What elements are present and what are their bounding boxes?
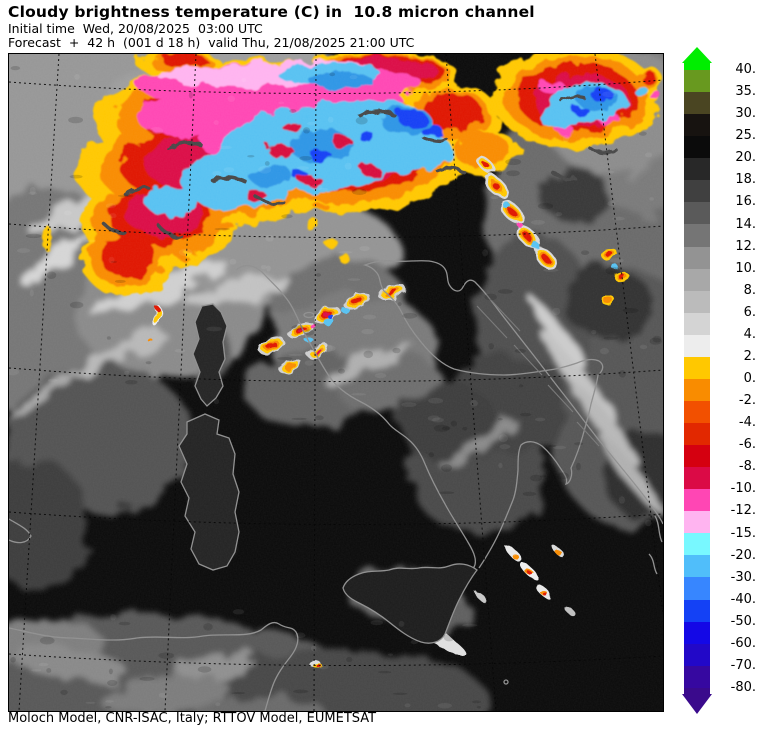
colorbar-tick-label: 20. xyxy=(735,150,756,166)
colorbar-cap-above-max xyxy=(684,63,710,70)
colorbar-tick-label: -4. xyxy=(738,415,756,431)
satellite-map xyxy=(9,54,663,711)
colorbar: 40. 35. 30. 25. 20. 18. 16. 14. 12. 10. 8. 6. 4. 2. 0.… xyxy=(682,47,756,719)
colorbar-tick-label: 14. xyxy=(735,216,756,232)
colorbar-segment xyxy=(684,577,710,600)
credits-footer: Moloch Model, CNR-ISAC, Italy; RTTOV Mod… xyxy=(8,711,377,726)
colorbar-segment xyxy=(684,467,710,490)
colorbar-segment xyxy=(684,445,710,468)
colorbar-tick-label: 30. xyxy=(735,106,756,122)
colorbar-tick-label: 40. xyxy=(735,62,756,77)
colorbar-segment xyxy=(684,70,710,93)
colorbar-segment xyxy=(684,599,710,622)
colorbar-segment xyxy=(684,114,710,137)
film-grain xyxy=(9,54,663,711)
colorbar-tick-label: -6. xyxy=(738,437,756,453)
colorbar-segment xyxy=(684,400,710,423)
colorbar-tick-label: -10. xyxy=(730,481,756,497)
colorbar-tick-label: -40. xyxy=(730,591,756,607)
colorbar-segment xyxy=(684,356,710,379)
colorbar-segment xyxy=(684,202,710,225)
colorbar-tick-label: 8. xyxy=(743,282,756,298)
colorbar-tick-label: 25. xyxy=(735,128,756,144)
colorbar-segment xyxy=(684,224,710,247)
map-canvas xyxy=(8,53,664,712)
colorbar-tick-label: 12. xyxy=(735,238,756,254)
colorbar-segment xyxy=(684,555,710,578)
colorbar-segments xyxy=(684,70,710,688)
colorbar-segment xyxy=(684,665,710,688)
forecast-valid-line: Forecast + 42 h (001 d 18 h) valid Thu, … xyxy=(8,34,415,50)
colorbar-segment xyxy=(684,268,710,291)
colorbar-tick-label: -60. xyxy=(730,635,756,651)
colorbar-tick-label: -80. xyxy=(730,680,756,695)
colorbar-tick-label: -70. xyxy=(730,657,756,673)
colorbar-segment xyxy=(684,511,710,534)
colorbar-segment xyxy=(684,334,710,357)
colorbar-cap-below-min xyxy=(684,688,710,694)
colorbar-arrow-down-icon xyxy=(682,694,712,714)
colorbar-segment xyxy=(684,290,710,313)
colorbar-tick-label: 10. xyxy=(735,260,756,276)
colorbar-segment xyxy=(684,180,710,203)
colorbar-segment xyxy=(684,158,710,181)
header-block: Cloudy brightness temperature (C) in 10.… xyxy=(8,3,535,49)
colorbar-segment xyxy=(684,312,710,335)
colorbar-segment xyxy=(684,533,710,556)
colorbar-segment xyxy=(684,621,710,644)
colorbar-tick-label: -20. xyxy=(730,547,756,563)
colorbar-segment xyxy=(684,246,710,269)
colorbar-tick-label: -15. xyxy=(730,525,756,541)
colorbar-tick-label: 6. xyxy=(743,304,756,320)
colorbar-tick-label: -30. xyxy=(730,569,756,585)
colorbar-tick-label: 2. xyxy=(743,348,756,364)
colorbar-tick-label: 16. xyxy=(735,194,756,210)
initial-time-line: Initial time Wed, 20/08/2025 03:00 UTC xyxy=(8,21,263,36)
colorbar-tick-label: 4. xyxy=(743,326,756,342)
page-title: Cloudy brightness temperature (C) in 10.… xyxy=(8,3,535,21)
colorbar-segment xyxy=(684,378,710,401)
colorbar-tick-label: -12. xyxy=(730,503,756,519)
colorbar-tick-label: 18. xyxy=(735,172,756,188)
colorbar-tick-label: -8. xyxy=(738,459,756,475)
colorbar-tick-label: -2. xyxy=(738,393,756,409)
colorbar-tick-label: 0. xyxy=(743,371,756,386)
colorbar-arrow-up-icon xyxy=(682,47,712,63)
colorbar-segment xyxy=(684,92,710,115)
colorbar-tick-label: -50. xyxy=(730,613,756,629)
colorbar-segment xyxy=(684,489,710,512)
colorbar-segment xyxy=(684,643,710,666)
colorbar-segment xyxy=(684,136,710,159)
colorbar-segment xyxy=(684,423,710,446)
colorbar-tick-label: 35. xyxy=(735,84,756,100)
